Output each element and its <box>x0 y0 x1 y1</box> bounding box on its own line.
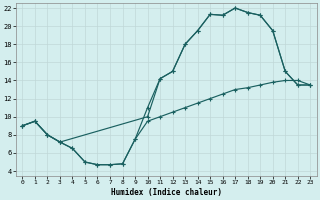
X-axis label: Humidex (Indice chaleur): Humidex (Indice chaleur) <box>111 188 222 197</box>
